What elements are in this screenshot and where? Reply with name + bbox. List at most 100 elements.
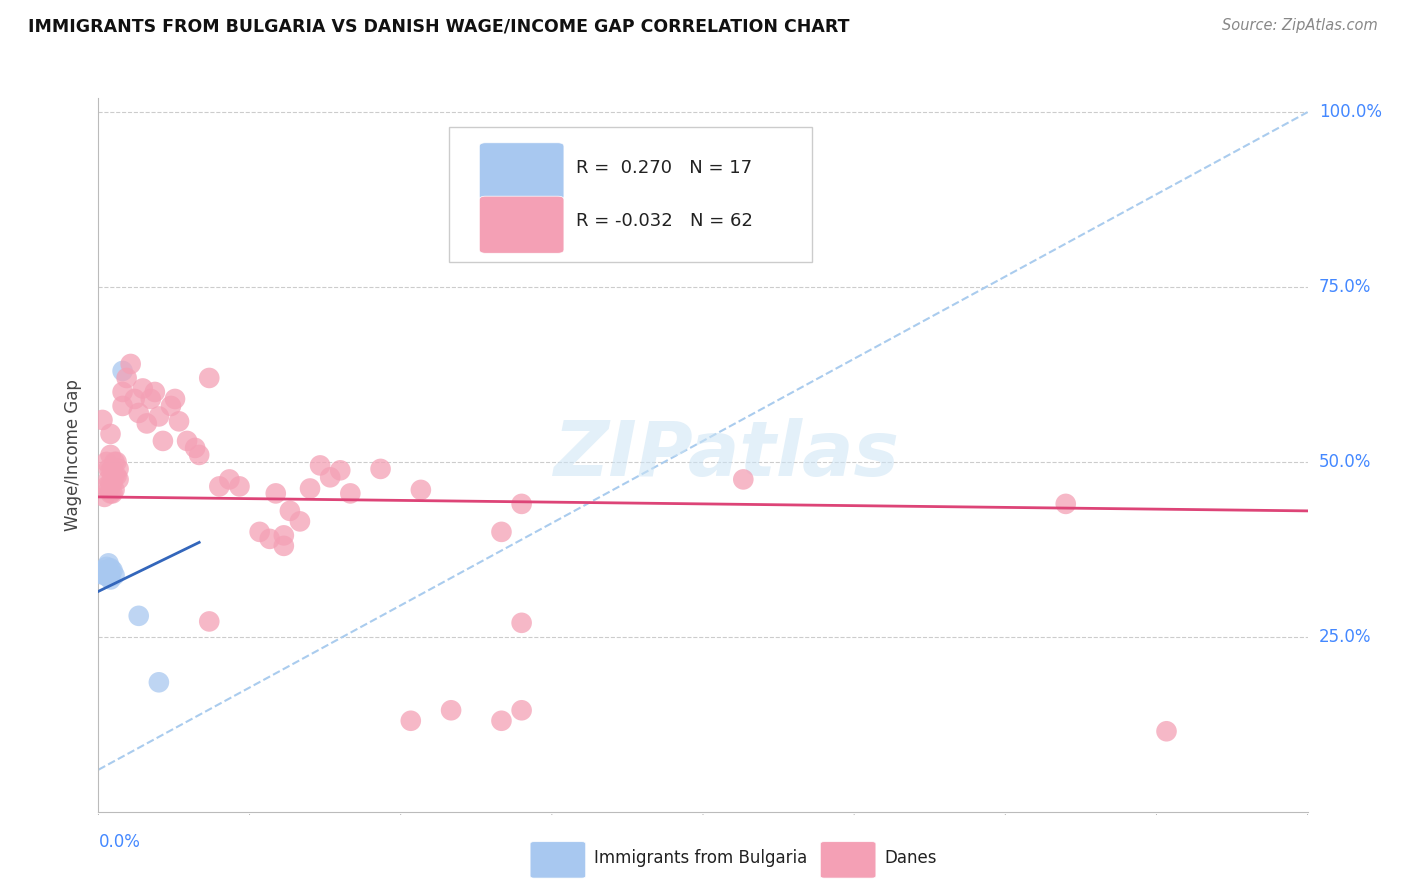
FancyBboxPatch shape [479,143,564,200]
Point [97,462,120,476]
Text: 75.0%: 75.0% [1319,278,1371,296]
Point [510,703,533,717]
Point [309,458,332,473]
Text: 25.0%: 25.0% [1319,628,1371,646]
Point [510,615,533,630]
Point [89,566,111,581]
Point [97,483,120,497]
Point [97,570,120,584]
Point [103,483,125,497]
Text: IMMIGRANTS FROM BULGARIA VS DANISH WAGE/INCOME GAP CORRELATION CHART: IMMIGRANTS FROM BULGARIA VS DANISH WAGE/… [28,18,849,36]
Point [249,524,271,539]
Point [107,472,129,486]
Point [100,561,122,575]
FancyBboxPatch shape [449,127,811,262]
Point [103,469,125,483]
Text: R = -0.032   N = 62: R = -0.032 N = 62 [576,212,754,230]
Point [128,406,150,420]
Text: 0.0%: 0.0% [98,833,141,851]
Point [370,462,392,476]
Point [96,563,118,577]
Point [101,462,124,476]
Point [148,409,170,424]
Point [101,486,124,500]
Point [100,573,122,587]
Point [91,563,114,577]
Point [491,714,513,728]
Text: 50.0%: 50.0% [1319,453,1371,471]
Point [111,364,134,378]
Point [510,497,533,511]
Point [97,566,120,581]
Text: Immigrants from Bulgaria: Immigrants from Bulgaria [595,849,807,867]
Point [208,479,231,493]
Y-axis label: Wage/Income Gap: Wage/Income Gap [65,379,83,531]
Point [329,463,352,477]
Point [264,486,287,500]
Point [167,414,190,428]
Point [198,371,221,385]
Point [143,384,166,399]
Point [93,568,115,582]
Text: Source: ZipAtlas.com: Source: ZipAtlas.com [1222,18,1378,33]
Point [97,557,120,571]
Point [135,417,157,431]
Point [91,413,114,427]
Point [491,524,513,539]
Text: R =  0.270   N = 17: R = 0.270 N = 17 [576,159,752,177]
Point [152,434,174,448]
Point [319,470,342,484]
Point [1156,724,1178,739]
Point [176,434,198,448]
Point [228,479,250,493]
Point [339,486,361,500]
Point [100,448,122,462]
Point [148,675,170,690]
Point [139,392,162,406]
Text: Danes: Danes [884,849,936,867]
Point [440,703,463,717]
Point [124,392,146,406]
Point [96,559,118,574]
Point [128,608,150,623]
Point [111,399,134,413]
Point [163,392,186,406]
Point [288,515,311,529]
Point [96,479,118,493]
Point [100,486,122,500]
FancyBboxPatch shape [530,842,586,878]
Point [107,462,129,476]
Point [733,472,755,486]
Text: 100.0%: 100.0% [1319,103,1382,121]
Point [1054,497,1077,511]
Point [105,455,128,469]
Point [111,384,134,399]
Point [259,532,281,546]
Point [273,528,295,542]
Point [101,563,124,577]
Point [103,568,125,582]
Point [409,483,432,497]
Point [100,475,122,490]
Point [100,426,122,441]
Point [184,441,207,455]
Point [188,448,211,462]
Point [132,381,155,395]
Point [160,399,183,413]
Point [93,566,115,580]
Text: ZIPatlas: ZIPatlas [554,418,900,491]
Point [399,714,422,728]
Point [101,475,124,490]
Point [96,568,118,582]
Point [273,539,295,553]
Point [120,357,142,371]
Point [103,455,125,469]
Point [100,566,122,581]
Point [299,482,322,496]
Point [218,472,240,486]
Point [97,472,120,486]
Point [105,469,128,483]
Point [115,371,138,385]
FancyBboxPatch shape [820,842,876,878]
Point [278,504,301,518]
